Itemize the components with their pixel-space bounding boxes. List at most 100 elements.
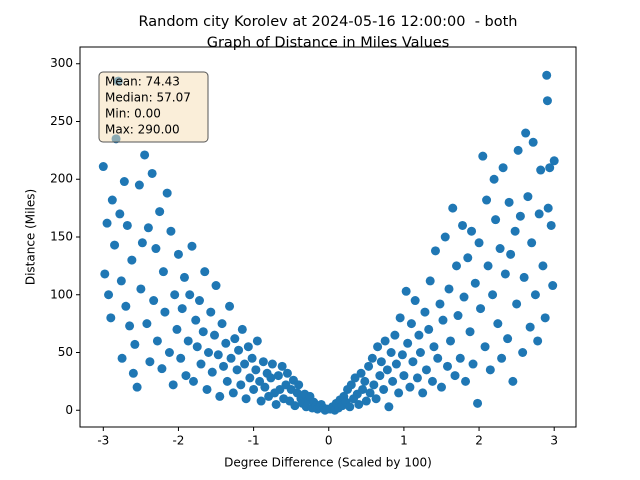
- scatter-point: [448, 203, 458, 213]
- scatter-point: [391, 359, 401, 369]
- stats-text: Mean: 74.43: [105, 75, 180, 89]
- scatter-point: [521, 128, 531, 138]
- scatter-point: [200, 267, 210, 277]
- scatter-point: [354, 399, 364, 409]
- scatter-point: [440, 232, 450, 242]
- scatter-point: [465, 327, 475, 337]
- scatter-point: [294, 380, 304, 390]
- scatter-point: [458, 220, 468, 230]
- scatter-point: [183, 336, 193, 346]
- scatter-point: [369, 380, 379, 390]
- scatter-point: [116, 276, 126, 286]
- scatter-point: [210, 330, 220, 340]
- scatter-point: [480, 342, 490, 352]
- scatter-point: [130, 339, 140, 349]
- scatter-point: [478, 151, 488, 161]
- y-tick-label: 150: [50, 230, 73, 244]
- y-tick-label: 200: [50, 172, 73, 186]
- scatter-point: [160, 307, 170, 317]
- scatter-point: [442, 361, 452, 371]
- scatter-point: [500, 269, 510, 279]
- scatter-point: [219, 361, 229, 371]
- scatter-point: [493, 319, 503, 329]
- scatter-point: [194, 296, 204, 306]
- scatter-point: [115, 209, 125, 219]
- scatter-point: [498, 163, 508, 173]
- scatter-point: [542, 70, 552, 80]
- scatter-point: [528, 137, 538, 147]
- scatter-point: [395, 313, 405, 323]
- scatter-point: [513, 145, 523, 155]
- scatter-point: [540, 313, 550, 323]
- scatter-point: [157, 364, 167, 374]
- scatter-point: [273, 371, 283, 381]
- scatter-point: [256, 396, 266, 406]
- scatter-point: [489, 174, 499, 184]
- scatter-point: [110, 240, 120, 250]
- scatter-point: [545, 163, 555, 173]
- scatter-point: [546, 220, 556, 230]
- scatter-point: [152, 336, 162, 346]
- scatter-point: [290, 401, 300, 411]
- scatter-point: [155, 207, 165, 217]
- x-tick-label: -2: [172, 434, 184, 448]
- scatter-point: [187, 241, 197, 251]
- scatter-point: [476, 304, 486, 314]
- scatter-point: [365, 388, 375, 398]
- scatter-point: [435, 299, 445, 309]
- scatter-point: [245, 373, 255, 383]
- scatter-point: [125, 321, 135, 331]
- scatter-point: [444, 284, 454, 294]
- scatter-point: [207, 367, 217, 377]
- scatter-point: [459, 292, 469, 302]
- scatter-point: [445, 336, 455, 346]
- y-tick-label: 100: [50, 287, 73, 301]
- x-tick-label: 2: [475, 434, 483, 448]
- scatter-point: [232, 365, 242, 375]
- scatter-point: [388, 376, 398, 386]
- scatter-point: [470, 278, 480, 288]
- scatter-point: [356, 368, 366, 378]
- x-tick-label: 1: [400, 434, 408, 448]
- scatter-point: [247, 353, 257, 363]
- scatter-point: [468, 359, 478, 369]
- y-tick-label: 300: [50, 56, 73, 70]
- scatter-point: [412, 373, 422, 383]
- scatter-point: [386, 348, 396, 358]
- scatter-point: [534, 209, 544, 219]
- scatter-point: [495, 244, 505, 254]
- scatter-point: [222, 376, 232, 386]
- scatter-point: [192, 342, 202, 352]
- scatter-point: [358, 384, 368, 394]
- scatter-point: [147, 168, 157, 178]
- scatter-point: [523, 192, 533, 202]
- scatter-point: [361, 396, 371, 406]
- scatter-point: [185, 290, 195, 300]
- scatter-point: [202, 384, 212, 394]
- scatter-point: [436, 382, 446, 392]
- scatter-point: [243, 342, 253, 352]
- scatter-point: [508, 376, 518, 386]
- scatter-point: [267, 359, 277, 369]
- scatter-point: [164, 348, 174, 358]
- scatter-point: [102, 218, 112, 228]
- scatter-point: [266, 373, 276, 383]
- scatter-point: [401, 286, 411, 296]
- x-tick-label: 0: [325, 434, 333, 448]
- scatter-point: [176, 353, 186, 363]
- scatter-point: [530, 290, 540, 300]
- scatter-point: [390, 330, 400, 340]
- scatter-point: [533, 336, 543, 346]
- scatter-point: [228, 388, 238, 398]
- y-tick-label: 0: [65, 403, 73, 417]
- scatter-point: [117, 353, 127, 363]
- scatter-point: [258, 357, 268, 367]
- scatter-point: [255, 376, 265, 386]
- scatter-point: [512, 299, 522, 309]
- scatter-point: [488, 290, 498, 300]
- scatter-point: [473, 398, 483, 408]
- scatter-point: [415, 348, 425, 358]
- scatter-point: [177, 304, 187, 314]
- scatter-point: [360, 376, 370, 386]
- scatter-point: [518, 348, 528, 358]
